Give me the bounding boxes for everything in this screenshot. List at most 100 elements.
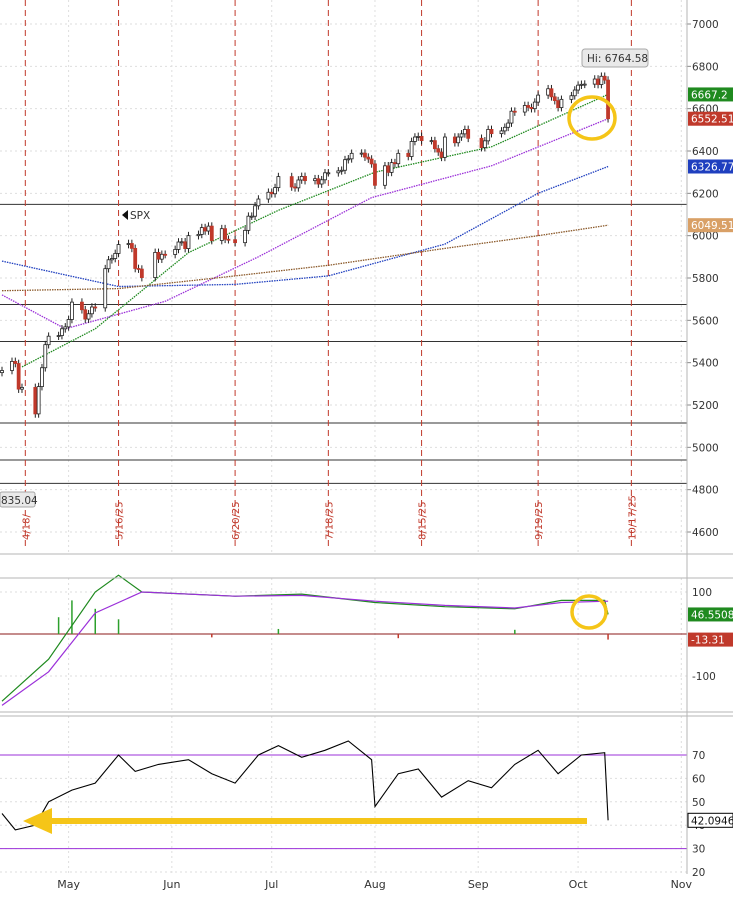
- candle-body: [233, 239, 238, 244]
- candle-body: [489, 129, 494, 135]
- candle-body: [343, 159, 347, 171]
- candle-body: [13, 360, 18, 364]
- event-date-label: 6/20/25: [231, 501, 242, 540]
- candle-body: [429, 140, 434, 143]
- candle-body: [163, 253, 168, 256]
- price-badge-label: 6326.77: [691, 162, 733, 174]
- candle-body: [10, 360, 14, 371]
- candle-body: [70, 301, 74, 320]
- candle-body: [339, 169, 344, 172]
- candle-body: [256, 198, 261, 207]
- candle-body: [206, 225, 211, 232]
- candle-body: [416, 135, 421, 138]
- drop-highlight-circle: [567, 95, 617, 141]
- candle-body: [113, 253, 118, 259]
- momentum-series-line: [1, 574, 609, 702]
- candle-body: [176, 241, 181, 250]
- candle-body: [436, 148, 441, 153]
- candle-body: [243, 229, 247, 244]
- candle-body: [336, 170, 341, 174]
- candle-body: [93, 306, 98, 309]
- hi-callout-box: [581, 48, 649, 68]
- oscillator-axis-tick-label: 60: [692, 773, 705, 785]
- candle-body: [326, 172, 331, 175]
- candle-body: [393, 162, 397, 165]
- candle-body: [576, 84, 580, 91]
- candle-body: [359, 152, 364, 155]
- candle-body: [293, 186, 297, 189]
- candle-body: [602, 75, 607, 81]
- candle-body: [249, 215, 254, 218]
- x-axis-month-label: Aug: [364, 878, 385, 891]
- candle-body: [549, 88, 554, 98]
- candle-body: [116, 244, 121, 254]
- candle-body: [529, 106, 534, 110]
- x-axis-month-label: Jun: [162, 878, 180, 891]
- candle-body: [159, 253, 164, 260]
- price-axis-tick-label: 6400: [692, 146, 719, 158]
- candle-body: [582, 83, 587, 86]
- candle-body: [66, 319, 71, 328]
- candle-body: [409, 141, 414, 157]
- candle-body: [389, 162, 394, 173]
- candle-body: [63, 326, 68, 330]
- oscillator-badge-label: 42.0946: [691, 815, 733, 827]
- candle-body: [173, 249, 178, 255]
- moving-average-line: [1, 165, 609, 288]
- candle-body: [532, 101, 537, 110]
- candle-body: [506, 122, 511, 128]
- momentum-highlight-circle: [570, 594, 608, 630]
- hi-callout-label: Hi: 6764.58: [587, 53, 648, 65]
- price-axis-tick-label: 5400: [692, 358, 719, 370]
- price-axis-tick-label: 7000: [692, 19, 719, 31]
- oscillator-axis-tick-label: 30: [692, 844, 705, 856]
- x-axis-month-label: Jul: [264, 878, 278, 891]
- oscillator-badge: [687, 812, 733, 828]
- candle-body: [209, 225, 214, 241]
- price-badge: [688, 218, 733, 233]
- candle-body: [103, 268, 108, 309]
- moving-average-line: [21, 93, 609, 368]
- candle-body: [459, 133, 464, 138]
- x-axis-month-label: Nov: [671, 878, 693, 891]
- candle-body: [60, 328, 64, 336]
- candle-body: [86, 313, 91, 320]
- price-axis-tick-label: 5800: [692, 273, 719, 285]
- candle-body: [413, 136, 417, 142]
- candle-body: [546, 88, 551, 96]
- candle-body: [569, 95, 574, 100]
- cut-value-tag: [0, 491, 36, 508]
- candle-body: [33, 387, 38, 415]
- grid-lines: [0, 0, 687, 874]
- candle-body: [606, 79, 610, 120]
- candle-body: [273, 187, 277, 195]
- price-axis-tick-label: 6000: [692, 231, 719, 243]
- candle-body: [396, 152, 401, 165]
- candle-body: [179, 241, 184, 244]
- candle-body: [522, 105, 527, 113]
- event-date-label: 10/17/25: [627, 495, 638, 540]
- x-axis-month-label: Oct: [569, 878, 589, 891]
- candle-body: [383, 165, 387, 186]
- candle-body: [526, 105, 531, 108]
- candle-body: [183, 241, 188, 249]
- candle-body: [456, 136, 461, 144]
- candle-body: [579, 83, 584, 86]
- momentum-badge: [688, 632, 733, 647]
- price-badge-label: 6667.2: [691, 89, 728, 101]
- price-badge: [688, 111, 733, 126]
- candle-body: [556, 100, 561, 109]
- candle-body: [219, 228, 224, 241]
- candle-body: [133, 247, 138, 269]
- candle-body: [156, 251, 161, 260]
- candle-body: [46, 335, 51, 346]
- candle-body: [552, 96, 557, 102]
- momentum-badge: [688, 607, 733, 622]
- candle-body: [153, 251, 158, 278]
- candle-body: [509, 110, 514, 124]
- price-axis-tick-label: 5000: [692, 442, 719, 454]
- momentum-series-line: [1, 591, 609, 706]
- candle-body: [442, 136, 447, 158]
- candle-body: [289, 176, 294, 188]
- candle-body: [203, 227, 208, 232]
